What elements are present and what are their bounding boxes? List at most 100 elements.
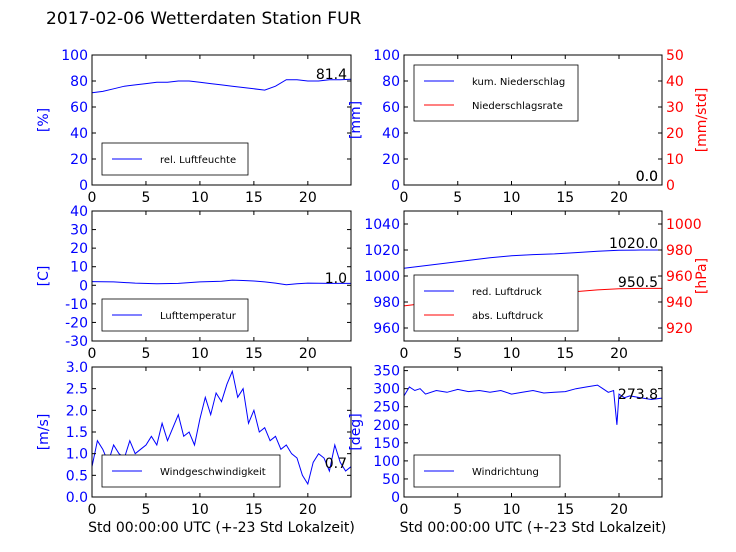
x-tick-label: 15	[245, 502, 263, 518]
y-tick-label: 40	[70, 204, 88, 220]
y-tick-label-right: 50	[666, 48, 684, 64]
x-tick-label: 15	[245, 346, 263, 362]
plot-frame	[403, 54, 663, 186]
y-tick-label: 1020	[364, 243, 400, 259]
y-tick-label: 1.5	[66, 425, 88, 441]
legend-label: Lufttemperatur	[160, 311, 237, 322]
x-tick-label: 0	[400, 502, 409, 518]
y-axis-label: [C]	[36, 266, 52, 287]
x-tick-label: 5	[141, 346, 150, 362]
y-tick-label: 1040	[364, 217, 400, 233]
value-annotation: 0.7	[325, 456, 347, 472]
legend-label: Niederschlagsrate	[472, 101, 563, 112]
plot-frame	[91, 54, 352, 186]
y-tick-label: 80	[70, 74, 88, 90]
x-tick-label: 20	[299, 502, 317, 518]
y-tick-label: -30	[65, 334, 88, 350]
y-tick-label: 20	[70, 152, 88, 168]
y-tick-label: 40	[382, 126, 400, 142]
series-line-wind_speed-0	[91, 369, 352, 486]
x-tick-label: 15	[556, 502, 574, 518]
y-tick-label: 250	[373, 400, 400, 416]
x-tick-label: 0	[88, 190, 97, 206]
y-tick-label: 2.0	[66, 403, 88, 419]
value-annotation: 0.0	[636, 169, 658, 185]
y-tick-label: 200	[373, 418, 400, 434]
y-tick-label: 150	[373, 436, 400, 452]
y-tick-label: 0	[79, 178, 88, 194]
legend: Windrichtung	[413, 454, 561, 488]
value-annotation: 0.0	[636, 169, 658, 185]
y-tick-label: 50	[382, 472, 400, 488]
x-tick-label: 5	[453, 346, 462, 362]
x-axis-label: Std 00:00:00 UTC (+-23 Std Lokalzeit)	[400, 520, 667, 536]
legend-box	[413, 64, 579, 122]
y-tick-label: 300	[373, 382, 400, 398]
x-tick-label: 0	[88, 502, 97, 518]
legend-label: abs. Luftdruck	[472, 311, 543, 322]
legend: Lufttemperatur	[101, 298, 249, 332]
y-tick-label: 1000	[364, 269, 400, 285]
y-tick-label: 40	[70, 126, 88, 142]
legend: rel. Luftfeuchte	[101, 142, 249, 176]
y-tick-label: 350	[373, 364, 400, 380]
y-tick-label: 0	[391, 490, 400, 506]
x-tick-label: 20	[299, 346, 317, 362]
x-tick-label: 15	[556, 190, 574, 206]
y-tick-label-right: 20	[666, 126, 684, 142]
y-tick-label-right: 980	[666, 243, 693, 259]
y-axis-label: [%]	[36, 108, 52, 132]
y-tick-label: 0	[391, 178, 400, 194]
legend-box	[413, 274, 579, 332]
legend-label: rel. Luftfeuchte	[160, 155, 236, 166]
x-tick-label: 10	[191, 190, 209, 206]
x-tick-label: 15	[556, 346, 574, 362]
y-tick-label: -10	[65, 297, 88, 313]
legend: kum. Niederschlag Niederschlagsrate	[413, 64, 579, 122]
y-tick-label: 20	[382, 152, 400, 168]
panel-humidity: 0 5 10 15 20 0 20 40 60 80 100 [%] rel. Luftfeuchte 8…	[36, 48, 352, 206]
value-annotation: 273.8	[618, 387, 658, 403]
value-annotation: 1.0	[325, 271, 347, 287]
x-tick-label: 20	[610, 190, 628, 206]
plot-frame	[91, 210, 352, 342]
series-line-humidity-0	[91, 78, 352, 94]
y-tick-label: 30	[70, 223, 88, 239]
y-tick-label: 100	[61, 48, 88, 64]
y-tick-label-right: 0	[666, 178, 675, 194]
panel-temperature: 0 5 10 15 20 -30 -20 -10 0 10 20 30 40 [C] Lufttempera…	[36, 204, 352, 362]
value-annotation: 1020.0	[609, 236, 658, 252]
x-tick-label: 20	[299, 190, 317, 206]
y-tick-label: 0.5	[66, 468, 88, 484]
legend-label: red. Luftdruck	[472, 287, 542, 298]
y-tick-label: 60	[70, 100, 88, 116]
y-tick-label: 960	[373, 321, 400, 337]
y-tick-label-right: 940	[666, 295, 693, 311]
x-tick-label: 5	[141, 502, 150, 518]
panel-precip: 0 5 10 15 20 0 20 40 60 80 100 0 10 20 30 40 50 [mm] [mm/s…	[348, 48, 710, 206]
y-tick-label: 3.0	[66, 360, 88, 376]
legend: Windgeschwindigkeit	[101, 454, 281, 488]
legend-label: kum. Niederschlag	[472, 77, 565, 88]
x-tick-label: 10	[503, 190, 521, 206]
value-annotation: 81.4	[316, 67, 347, 83]
x-tick-label: 10	[503, 346, 521, 362]
y-tick-label: 20	[70, 241, 88, 257]
x-tick-label: 5	[453, 190, 462, 206]
legend-label: Windrichtung	[472, 467, 539, 478]
y-tick-label: 100	[373, 454, 400, 470]
legend: red. Luftdruck abs. Luftdruck	[413, 274, 579, 332]
panel-wind_speed: 0 5 10 15 20 0.0 0.5 1.0 1.5 2.0 2.5 3.0 [m/s] Std 00…	[36, 360, 355, 536]
series-line-pressure-0	[403, 249, 662, 269]
y-tick-label: 100	[373, 48, 400, 64]
x-tick-label: 10	[191, 502, 209, 518]
x-axis-label: Std 00:00:00 UTC (+-23 Std Lokalzeit)	[88, 520, 355, 536]
y-tick-label: 80	[382, 74, 400, 90]
figure-title: 2017-02-06 Wetterdaten Station FUR	[46, 9, 362, 29]
y-tick-label: 60	[382, 100, 400, 116]
y-tick-label: 0	[79, 278, 88, 294]
x-tick-label: 5	[141, 190, 150, 206]
x-tick-label: 20	[610, 502, 628, 518]
